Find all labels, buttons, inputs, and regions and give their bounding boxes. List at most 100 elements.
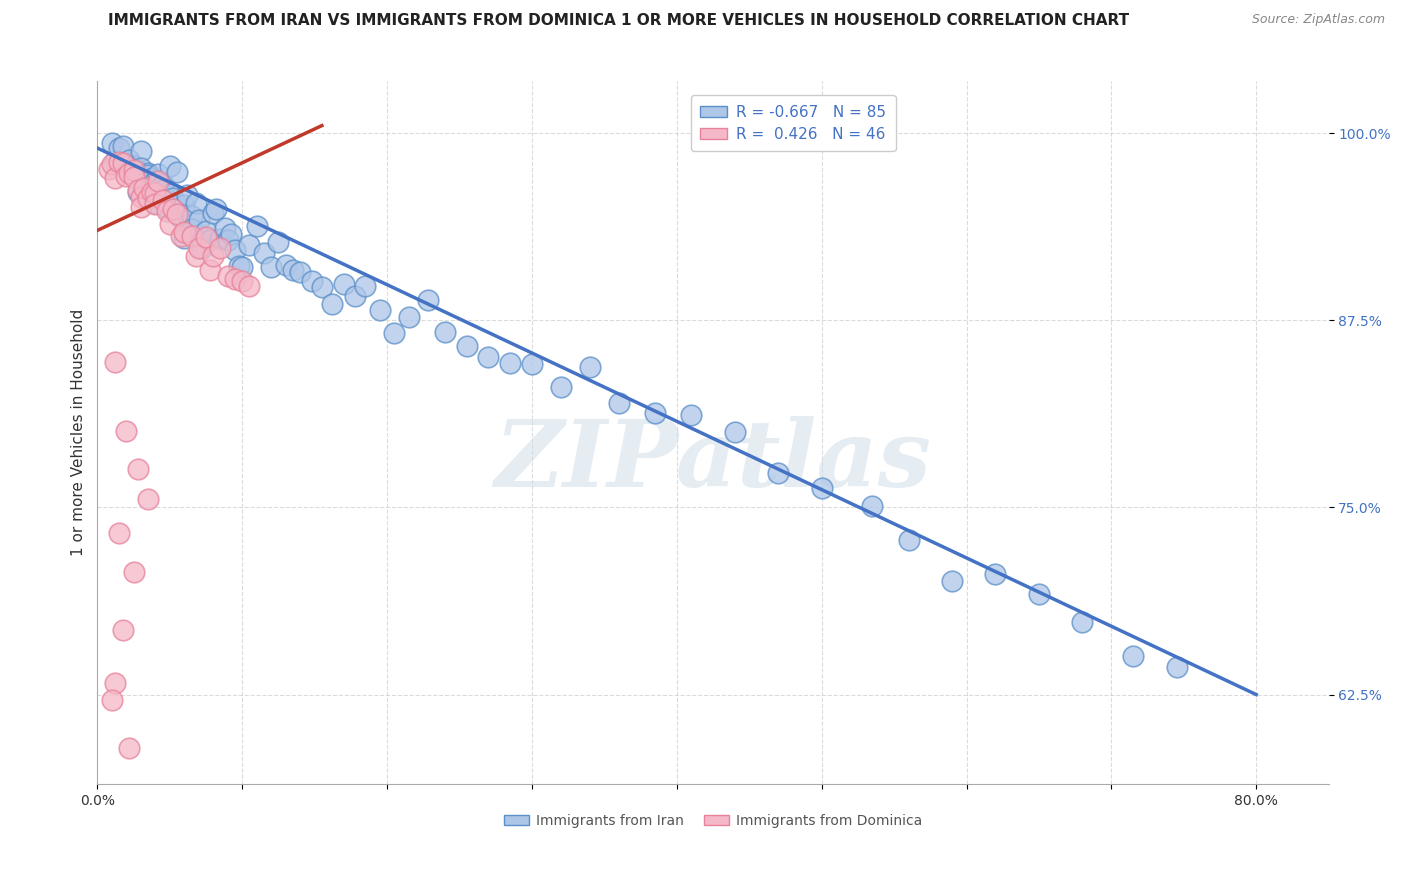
Point [143,195,166,210]
Point [122,163,145,178]
Point [217,269,239,284]
Point [166,164,188,178]
Point [202,249,225,263]
Point [810,482,832,496]
Point [187,212,209,227]
Point [1122,649,1144,664]
Point [681,409,703,423]
Point [115,169,138,184]
Point [129,200,152,214]
Point [180,209,202,223]
Point [104,354,127,368]
Point [238,278,260,293]
Point [321,297,343,311]
Point [398,310,420,324]
Text: IMMIGRANTS FROM IRAN VS IMMIGRANTS FROM DOMINICA 1 OR MORE VEHICLES IN HOUSEHOLD: IMMIGRANTS FROM IRAN VS IMMIGRANTS FROM … [108,13,1129,29]
Point [173,198,195,212]
Point [152,193,174,207]
Point [1071,615,1094,630]
Text: ZIPatlas: ZIPatlas [495,416,932,506]
Point [195,230,218,244]
Point [860,499,883,513]
Point [219,227,242,241]
Point [156,201,179,215]
Point [141,186,163,200]
Point [152,177,174,191]
Point [246,219,269,233]
Point [115,424,138,438]
Point [187,241,209,255]
Point [217,233,239,247]
Point [143,196,166,211]
Point [1028,587,1050,601]
Point [368,302,391,317]
Point [200,233,222,247]
Point [214,220,236,235]
Point [579,359,602,374]
Point [260,260,283,274]
Point [108,141,131,155]
Point [129,190,152,204]
Point [724,425,747,440]
Point [202,206,225,220]
Legend: Immigrants from Iran, Immigrants from Dominica: Immigrants from Iran, Immigrants from Do… [498,809,928,834]
Point [434,326,457,340]
Point [354,279,377,293]
Point [166,207,188,221]
Point [166,198,188,212]
Point [382,326,405,340]
Point [122,159,145,173]
Point [173,225,195,239]
Point [274,258,297,272]
Point [170,228,193,243]
Point [118,740,141,755]
Point [108,155,131,169]
Point [159,159,181,173]
Point [200,263,222,277]
Point [97,162,120,177]
Point [332,277,354,292]
Point [112,156,135,170]
Point [136,168,159,182]
Point [224,243,246,257]
Point [267,235,290,249]
Point [941,574,963,588]
Point [301,274,323,288]
Point [136,491,159,506]
Point [344,289,367,303]
Point [148,167,170,181]
Point [184,195,207,210]
Point [311,279,333,293]
Point [127,462,149,476]
Point [170,211,193,225]
Point [984,567,1007,582]
Point [173,231,195,245]
Point [132,181,155,195]
Point [180,228,202,243]
Point [156,204,179,219]
Point [209,241,232,255]
Point [118,153,141,167]
Point [550,380,572,394]
Point [1166,660,1188,674]
Point [104,171,127,186]
Point [148,174,170,188]
Point [152,183,174,197]
Point [205,202,228,217]
Point [129,144,152,158]
Point [104,676,127,690]
Point [143,186,166,201]
Point [115,158,138,172]
Point [477,350,499,364]
Point [127,183,149,197]
Point [231,260,253,274]
Point [209,232,232,246]
Point [143,174,166,188]
Point [238,238,260,252]
Point [112,623,135,637]
Point [132,178,155,193]
Point [520,357,543,371]
Point [228,259,250,273]
Point [159,217,181,231]
Point [101,136,124,150]
